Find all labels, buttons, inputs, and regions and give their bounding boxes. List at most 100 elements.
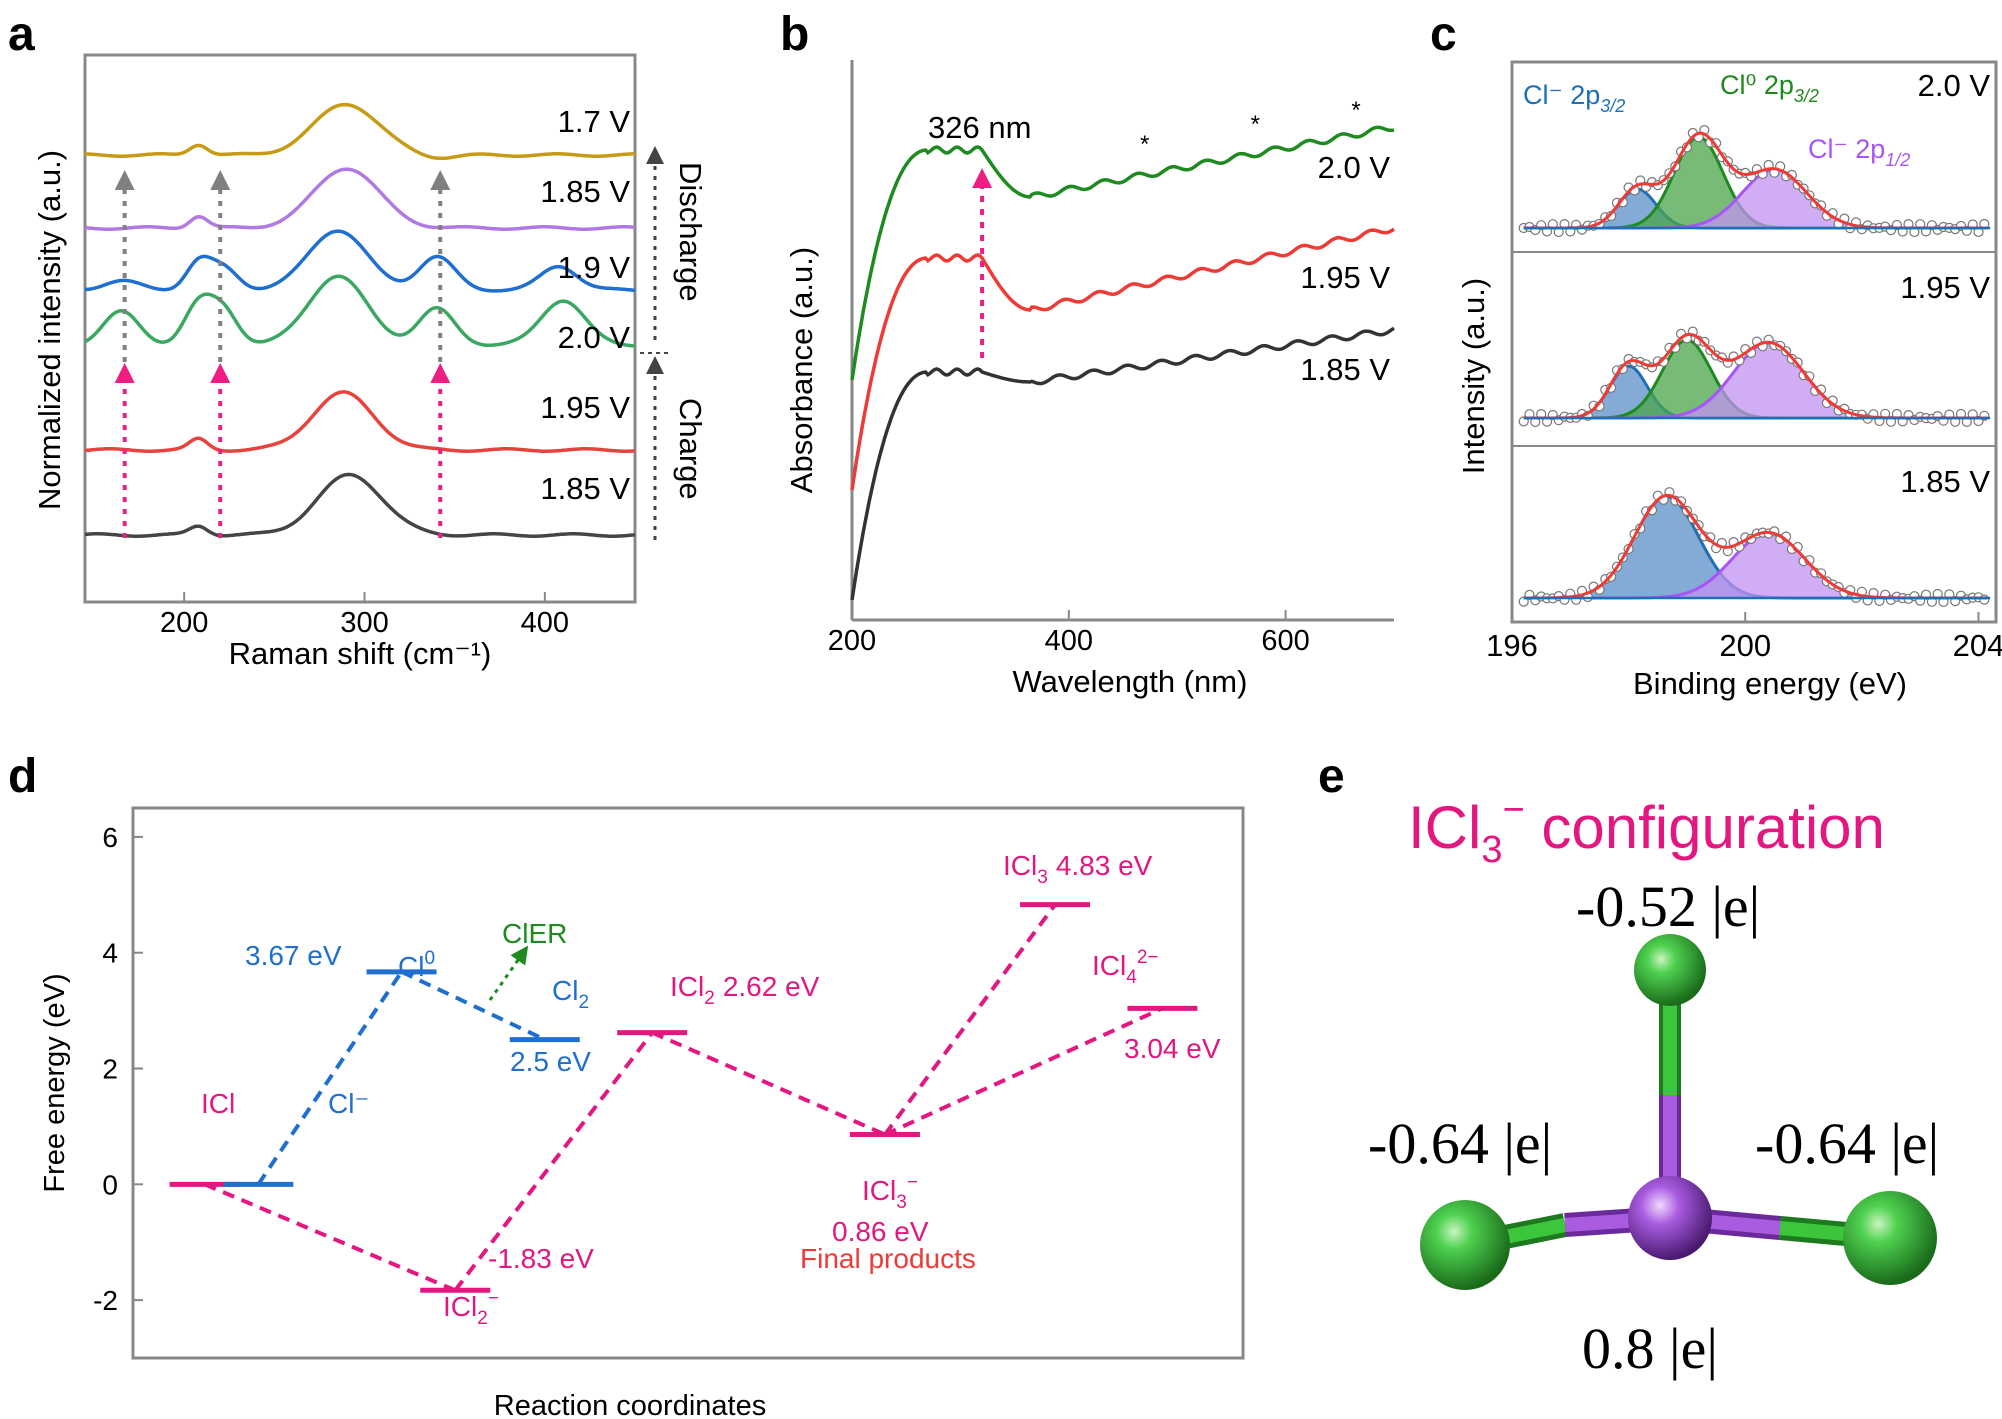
panel-d-levels <box>169 902 1198 1293</box>
panel-a: a 1.7 V 1.85 V 1.9 V 2.0 V 1.95 V 1.85 V 200 3… <box>8 8 708 671</box>
absorbance-curve-2 <box>850 326 1395 601</box>
raman-label-3: 2.0 V <box>558 320 631 355</box>
d-tick-label-1: 0 <box>102 1169 118 1200</box>
d-tick-label-0: -2 <box>93 1285 118 1316</box>
cler-arrow <box>488 945 529 1001</box>
panel-d: d -2 0 2 4 6 Reaction coordinates Free energ… <box>8 750 1245 1419</box>
panel-c-ylabel: Intensity (a.u.) <box>1456 278 1491 474</box>
d-tick-label-2: 2 <box>102 1054 118 1085</box>
i-atom-center <box>1628 1176 1712 1260</box>
panel-b-markers: * * * <box>1140 97 1361 158</box>
xps-fill-2-1 <box>1523 533 1991 598</box>
b-tick-label-0: 200 <box>828 625 876 657</box>
charge-center: 0.8 |e| <box>1582 1316 1718 1381</box>
cl-atom-left <box>1420 1200 1510 1290</box>
panel-b-annotation: 326 nm <box>928 110 1031 145</box>
connector-2 <box>203 1182 457 1293</box>
absorbance-curve-1 <box>850 227 1395 491</box>
a-tick-label-2: 400 <box>521 607 569 639</box>
xps-point-2-158 <box>1979 594 1990 605</box>
a-tick-label-1: 300 <box>340 607 388 639</box>
xps-fill-0-2 <box>1523 169 1991 228</box>
xps-label-0: 2.0 V <box>1918 68 1991 103</box>
panel-c-x-ticks: 196 200 204 <box>1486 612 2002 663</box>
b-tick-label-2: 600 <box>1261 625 1309 657</box>
final-products-label: Final products <box>800 1243 976 1274</box>
legend-cl-minus-1-2: Cl⁻ 2p1/2 <box>1808 134 1910 170</box>
panel-a-xlabel: Raman shift (cm⁻¹) <box>229 636 492 671</box>
connector-1 <box>400 970 546 1042</box>
raman-label-0: 1.7 V <box>558 104 631 139</box>
panel-b: b 2.0 V 1.95 V 1.85 V 200 400 600 * * * 326 nm… <box>780 8 1395 699</box>
label-cl-minus: Cl⁻ <box>328 1088 369 1119</box>
label-icl3: ICl3 4.83 eV <box>1003 850 1153 888</box>
connector-4 <box>651 1030 886 1137</box>
c-tick-label-2: 204 <box>1953 628 2002 663</box>
legend-cl-minus-3-2: Cl⁻ 2p3/2 <box>1523 80 1625 116</box>
panel-b-x-ticks: 200 400 600 <box>828 610 1310 657</box>
label-icl: ICl <box>201 1088 235 1119</box>
label-icl3-minus: ICl3− <box>862 1172 918 1213</box>
absorbance-label-0: 2.0 V <box>1318 150 1391 185</box>
label-icl4: ICl42− <box>1092 947 1158 988</box>
panel-d-xlabel: Reaction coordinates <box>494 1390 766 1419</box>
label-icl2-minus: ICl2− <box>443 1288 499 1329</box>
raman-label-1: 1.85 V <box>540 174 630 209</box>
xps-label-1: 1.95 V <box>1900 270 1990 305</box>
panel-b-curves <box>850 125 1395 601</box>
panel-e-title: ICl3− configuration <box>1408 789 1885 871</box>
xps-label-2: 1.85 V <box>1900 464 1990 499</box>
panel-c: c 2.0 V1.95 V1.85 V 196 200 204 Cl⁻ 2p3/2 … <box>1430 8 2002 701</box>
d-tick-label-4: 6 <box>102 822 118 853</box>
panel-a-series-labels: 1.7 V 1.85 V 1.9 V 2.0 V 1.95 V 1.85 V <box>540 104 630 506</box>
panel-a-curves <box>84 102 636 538</box>
raman-curve-1 <box>84 167 636 231</box>
panel-b-ylabel: Absorbance (a.u.) <box>784 247 819 493</box>
label-icl2: ICl2 2.62 eV <box>670 971 820 1009</box>
connector-5 <box>883 903 1057 1136</box>
xps-fill-1-2 <box>1523 342 1991 418</box>
panel-d-frame <box>131 806 1245 1360</box>
b-tick-label-1: 400 <box>1045 625 1093 657</box>
panel-a-x-ticks: 200 300 400 <box>160 592 569 639</box>
connector-0 <box>256 970 404 1186</box>
panel-b-series-labels: 2.0 V 1.95 V 1.85 V <box>1300 150 1390 387</box>
energy-icl4: 3.04 eV <box>1124 1033 1221 1064</box>
panel-a-ylabel: Normalized intensity (a.u.) <box>32 150 67 510</box>
connector-3 <box>453 1031 654 1292</box>
raman-label-2: 1.9 V <box>558 250 631 285</box>
cl-atom-right <box>1843 1191 1937 1285</box>
d-tick-label-3: 4 <box>102 938 118 969</box>
panel-e-label: e <box>1318 750 1345 803</box>
raman-label-4: 1.95 V <box>540 390 630 425</box>
panel-e: e ICl3− configuration -0.52 |e| -0.64 |e… <box>1318 750 1939 1381</box>
energy-cl2: 2.5 eV <box>510 1046 591 1077</box>
absorbance-label-1: 1.95 V <box>1300 260 1390 295</box>
panel-d-y-ticks: -2 0 2 4 6 <box>93 822 143 1316</box>
a-tick-label-0: 200 <box>160 607 208 639</box>
raman-curve-4 <box>84 390 636 453</box>
xps-fill-2-0 <box>1523 496 1991 598</box>
raman-curve-0 <box>85 102 635 161</box>
c-tick-label-1: 200 <box>1719 628 1771 663</box>
energy-cl0: 3.67 eV <box>245 940 342 971</box>
star-marker-0: * <box>1140 131 1149 158</box>
panel-c-plots: 2.0 V 1.95 V 1.85 V <box>1518 68 1991 608</box>
raman-curve-5 <box>84 472 636 538</box>
charge-label: Charge <box>673 398 708 500</box>
raman-curve-2 <box>84 229 636 293</box>
label-cl2: Cl2 <box>552 975 589 1013</box>
star-marker-2: * <box>1351 97 1360 124</box>
panel-d-connectors <box>203 903 1164 1293</box>
panel-d-label: d <box>8 750 37 803</box>
charge-top: -0.52 |e| <box>1576 874 1760 939</box>
panel-b-xlabel: Wavelength (nm) <box>1013 664 1248 699</box>
label-cler: ClER <box>502 918 567 949</box>
charge-left: -0.64 |e| <box>1368 1111 1552 1176</box>
cl-atom-top <box>1634 934 1706 1006</box>
charge-right: -0.64 |e| <box>1755 1111 1939 1176</box>
molecule <box>1420 934 1937 1290</box>
panel-c-label: c <box>1430 8 1457 61</box>
energy-icl2-minus: -1.83 eV <box>488 1243 594 1274</box>
